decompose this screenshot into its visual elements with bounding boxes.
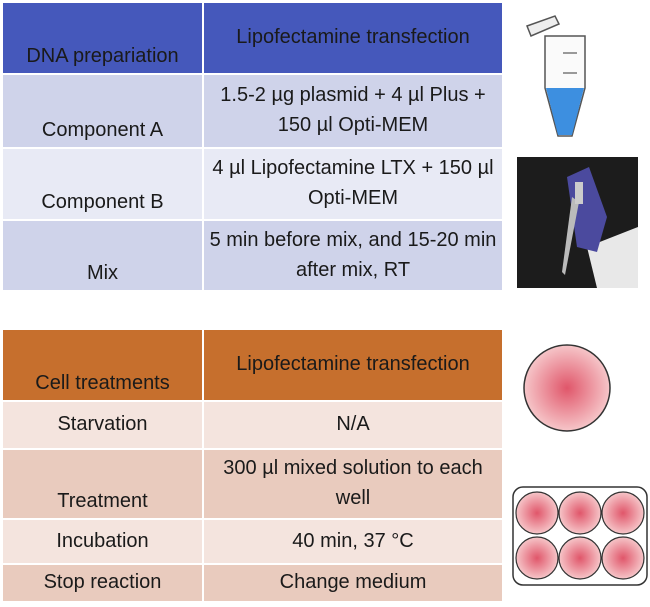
cell: Change medium (202, 563, 504, 603)
tube-icon (526, 15, 586, 137)
cell: N/A (202, 400, 504, 450)
cell: 40 min, 37 °C (202, 518, 504, 565)
cell: Component A (1, 73, 204, 149)
dna-table: DNA prepariation Lipofectamine transfecti… (1, 1, 504, 292)
header-cell: Lipofectamine transfection (202, 1, 504, 75)
cell: Component B (1, 147, 204, 221)
pipette-photo (517, 157, 638, 288)
cell: Starvation (1, 400, 204, 450)
header-cell: DNA prepariation (1, 1, 204, 75)
cell: 1.5-2 µg plasmid + 4 µl Plus + 150 µl Op… (202, 73, 504, 149)
dish-icon (523, 344, 611, 432)
cell: Treatment (1, 448, 204, 520)
cell: Stop reaction (1, 563, 204, 603)
header-cell: Cell treatments (1, 328, 204, 402)
header-cell: Lipofectamine transfection (202, 328, 504, 402)
cell: 5 min before mix, and 15-20 min after mi… (202, 219, 504, 292)
cell: Incubation (1, 518, 204, 565)
cell: 300 µl mixed solution to each well (202, 448, 504, 520)
cell: 4 µl Lipofectamine LTX + 150 µl Opti-MEM (202, 147, 504, 221)
cell: Mix (1, 219, 204, 292)
plate-icon (512, 486, 648, 586)
cell-table: Cell treatments Lipofectamine transfectio… (1, 328, 504, 603)
